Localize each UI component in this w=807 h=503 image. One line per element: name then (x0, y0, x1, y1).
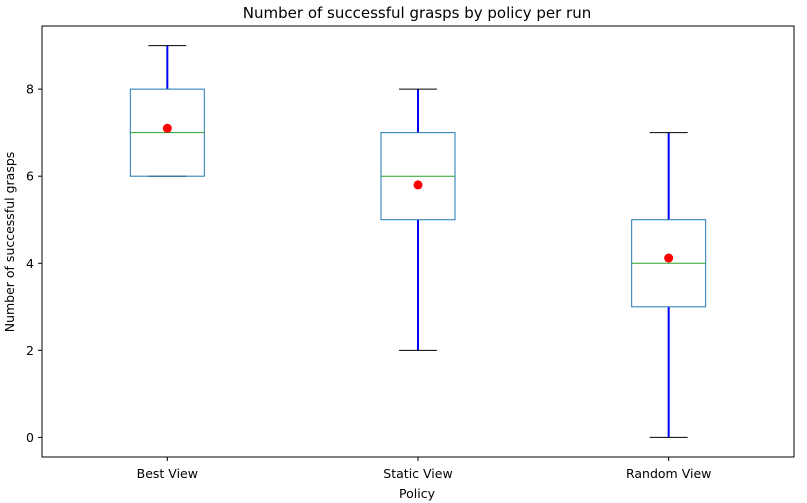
box-best-view (129, 45, 205, 177)
mean-marker (664, 253, 674, 263)
x-axis-label: Policy (399, 486, 436, 501)
chart-title: Number of successful grasps by policy pe… (243, 4, 591, 22)
y-tick-label: 6 (26, 169, 34, 184)
y-tick-label: 8 (26, 82, 34, 97)
y-tick-label: 4 (26, 256, 34, 271)
mean-marker (162, 123, 172, 133)
mean-marker (413, 180, 423, 190)
y-axis-label: Number of successful grasps (2, 152, 17, 333)
x-axis: Best View Static View Random View (137, 457, 711, 481)
boxes (129, 45, 707, 438)
x-tick-label: Static View (383, 466, 452, 481)
box-random-view (631, 132, 707, 438)
x-tick-label: Random View (626, 466, 711, 481)
box-static-view (380, 88, 456, 351)
x-tick-label: Best View (137, 466, 198, 481)
y-axis: 0 2 4 6 8 (26, 82, 42, 445)
y-tick-label: 0 (26, 430, 34, 445)
y-tick-label: 2 (26, 343, 34, 358)
